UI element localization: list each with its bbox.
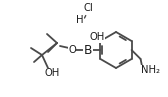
Text: OH: OH <box>89 32 105 42</box>
Text: O: O <box>68 45 76 55</box>
Text: NH₂: NH₂ <box>140 65 159 75</box>
Text: B: B <box>84 43 92 56</box>
Text: H: H <box>76 15 84 25</box>
Text: Cl: Cl <box>83 3 93 13</box>
Text: OH: OH <box>44 68 60 78</box>
